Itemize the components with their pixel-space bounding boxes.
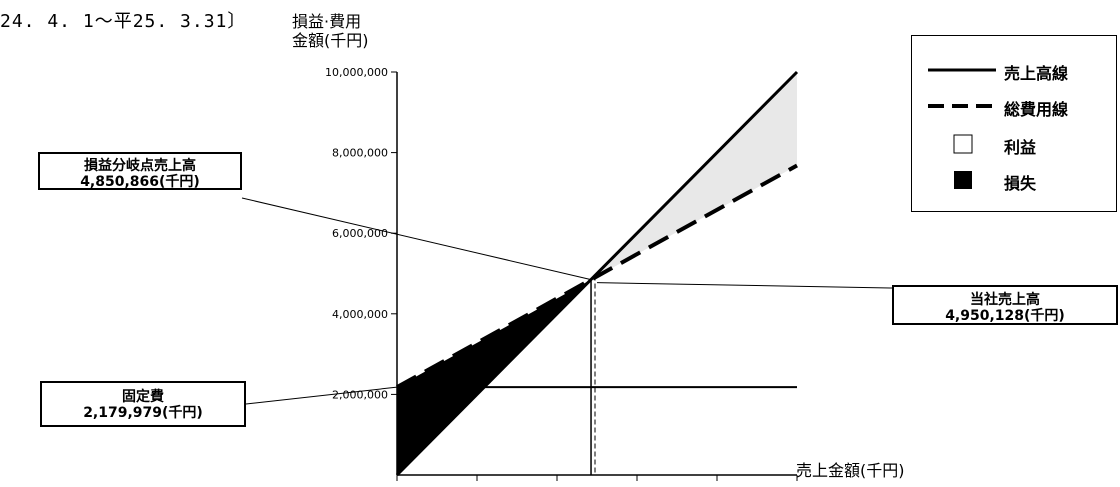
legend-label-sales-line: 売上高線 bbox=[1004, 64, 1069, 83]
legend-item-profit: 利益 bbox=[912, 130, 1116, 160]
actual-sales-annotation-title: 当社売上高 bbox=[970, 292, 1040, 308]
break-even-annotation: 損益分岐点売上高 4,850,866(千円) bbox=[38, 152, 242, 190]
fixed-cost-annotation-title: 固定費 bbox=[122, 389, 164, 405]
y-tick-label: 6,000,000 bbox=[332, 227, 388, 240]
y-tick-label: 2,000,000 bbox=[332, 388, 388, 401]
fixed-cost-annotation: 固定費 2,179,979(千円) bbox=[40, 381, 246, 427]
y-tick-label: 8,000,000 bbox=[332, 147, 388, 160]
actual-sales-annotation-value: 4,950,128(千円) bbox=[945, 308, 1065, 324]
y-tick-label: 4,000,000 bbox=[332, 308, 388, 321]
fixed-cost-annotation-value: 2,179,979(千円) bbox=[83, 405, 203, 421]
actual-sales-annotation: 当社売上高 4,950,128(千円) bbox=[892, 285, 1118, 325]
break-even-leader-line bbox=[241, 197, 592, 281]
total-cost-line bbox=[396, 163, 798, 389]
actual-sales-leader-line bbox=[597, 282, 893, 289]
dashed-line-icon bbox=[928, 104, 996, 108]
legend-label-total-cost-line: 総費用線 bbox=[1004, 100, 1069, 119]
x-axis-label: 売上金額(千円) bbox=[796, 461, 905, 480]
legend-label-profit: 利益 bbox=[1004, 138, 1037, 157]
fiscal-period-label: 24. 4. 1～平25. 3.31〕 bbox=[0, 11, 247, 32]
fixed-cost-leader-line bbox=[245, 386, 398, 405]
y-axis-label: 損益·費用 金額(千円) bbox=[292, 12, 369, 50]
y-axis-label-line1: 損益·費用 bbox=[292, 12, 362, 31]
legend-item-total-cost-line: 総費用線 bbox=[912, 92, 1116, 122]
y-tick-label: 10,000,000 bbox=[325, 66, 388, 79]
break-even-annotation-title: 損益分岐点売上高 bbox=[84, 158, 196, 174]
legend-item-loss: 損失 bbox=[912, 166, 1116, 196]
chart-legend: 売上高線 総費用線 利益 損失 bbox=[911, 35, 1117, 212]
y-axis-label-line2: 金額(千円) bbox=[292, 31, 369, 50]
legend-item-sales-line: 売上高線 bbox=[912, 56, 1116, 86]
sales-line bbox=[395, 70, 799, 477]
legend-label-loss: 損失 bbox=[1004, 174, 1037, 193]
solid-line-icon bbox=[928, 68, 996, 72]
break-even-annotation-value: 4,850,866(千円) bbox=[80, 174, 200, 190]
profit-box-icon bbox=[953, 134, 973, 154]
loss-box-icon bbox=[954, 171, 972, 189]
